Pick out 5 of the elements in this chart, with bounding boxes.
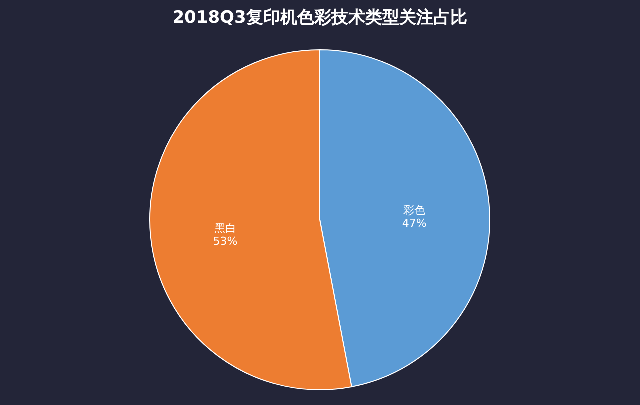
slice-label: 彩色 <box>404 204 426 218</box>
slice-label: 黑白 <box>214 222 236 235</box>
data-label: 47% <box>402 217 427 230</box>
chart-title: 2018Q3复印机色彩技术类型关注占比 <box>172 8 468 28</box>
data-label: 53% <box>213 234 238 248</box>
